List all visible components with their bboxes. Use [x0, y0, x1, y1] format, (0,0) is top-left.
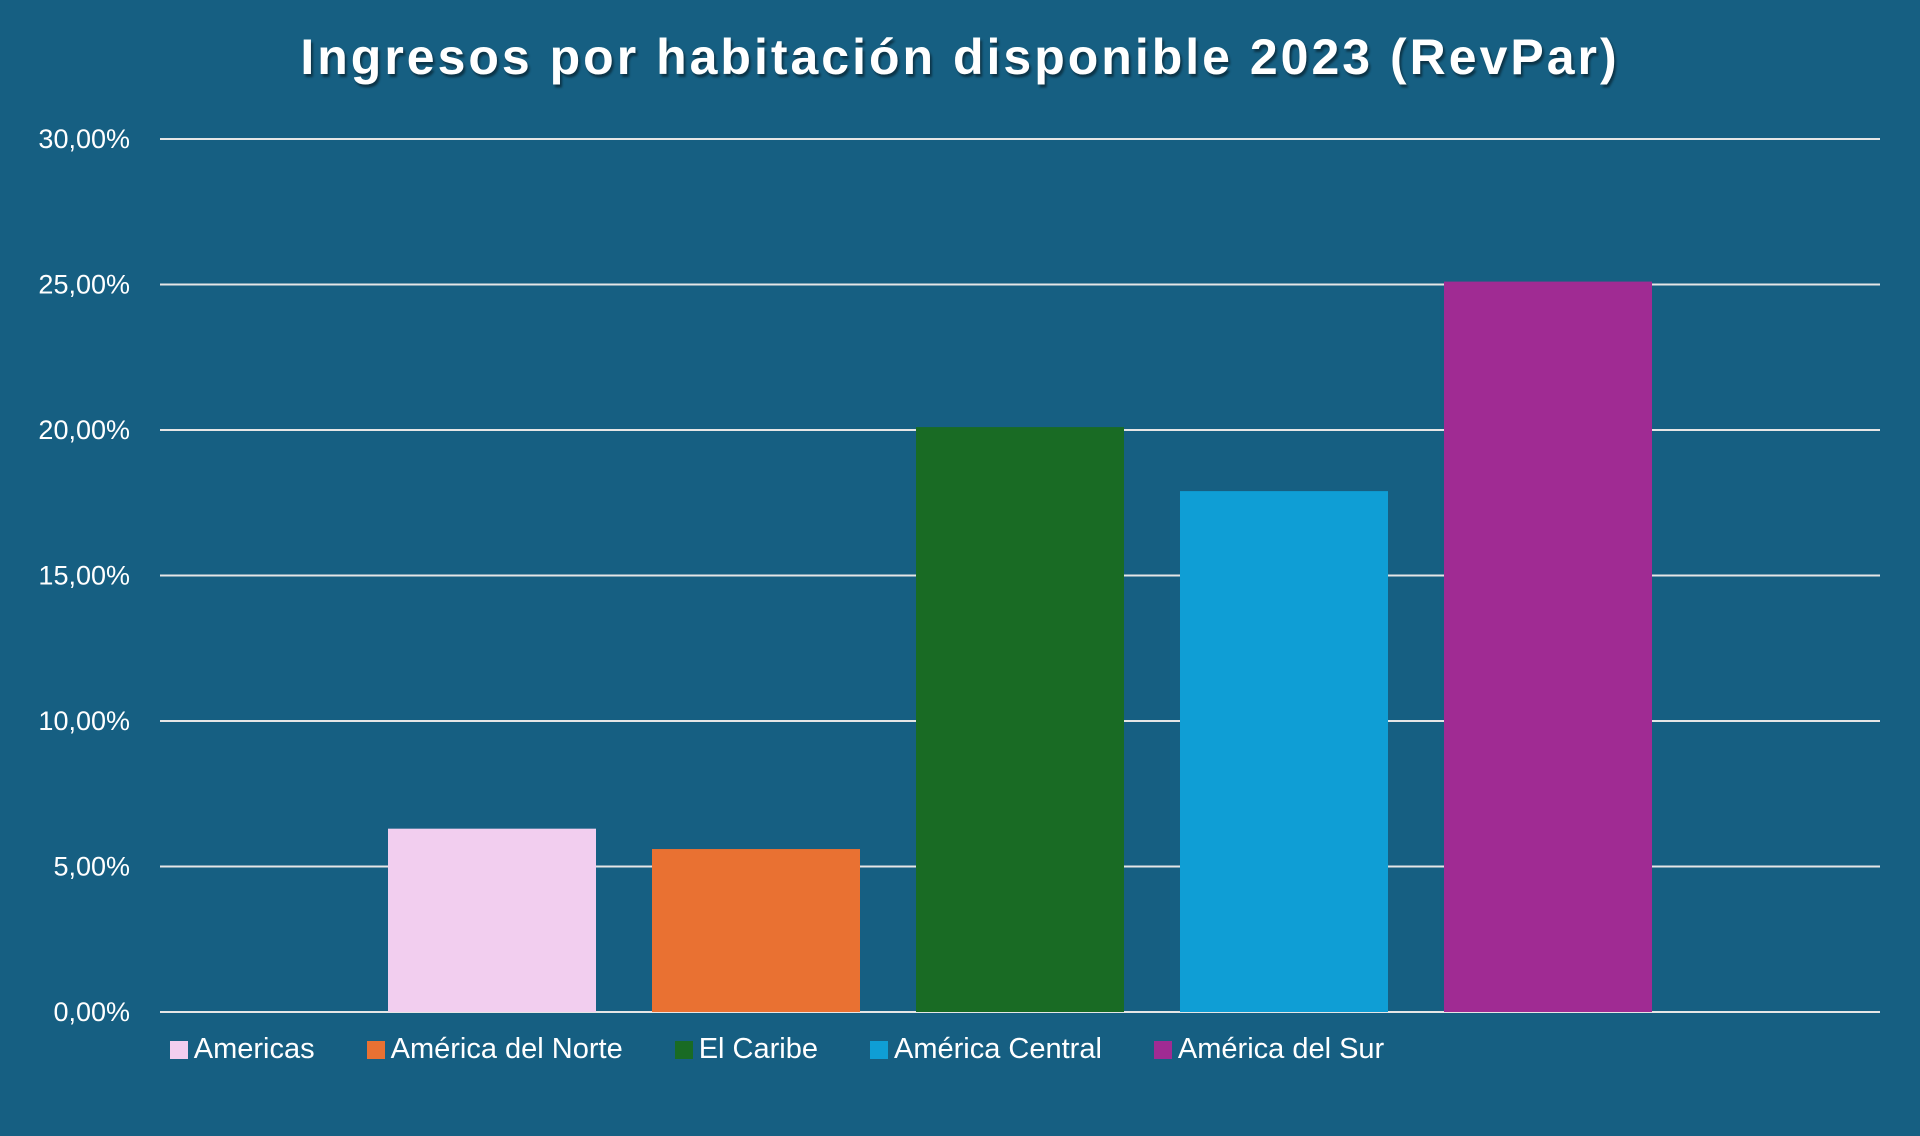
bar-america-central — [1180, 491, 1388, 1012]
y-tick-label: 20,00% — [38, 415, 130, 445]
legend-item: El Caribe — [674, 1033, 818, 1066]
legend-swatch — [674, 1040, 693, 1059]
y-tick-label: 0,00% — [53, 997, 130, 1027]
legend-swatch — [1153, 1040, 1172, 1059]
legend-label: América del Norte — [390, 1033, 623, 1065]
y-tick-label: 25,00% — [38, 270, 130, 300]
bar-americas — [388, 828, 596, 1012]
y-tick-label: 5,00% — [53, 852, 130, 882]
chart-title: Ingresos por habitación disponible 2023 … — [300, 29, 1620, 85]
legend-item: América del Sur — [1153, 1033, 1385, 1066]
legend-swatch — [169, 1040, 188, 1059]
y-axis-ticks: 0,00% 5,00% 10,00% 15,00% 20,00% 25,00% 30,00% — [38, 124, 130, 1027]
legend-label: América Central — [894, 1033, 1102, 1065]
legend-item: América del Norte — [366, 1033, 623, 1066]
legend-label: América del Sur — [1177, 1033, 1385, 1065]
bars — [388, 281, 1652, 1013]
legend-item: América Central — [870, 1033, 1102, 1066]
y-tick-label: 30,00% — [38, 124, 130, 154]
bar-america-del-norte — [652, 849, 860, 1012]
legend-swatch — [870, 1040, 888, 1059]
bar-america-del-sur — [1444, 281, 1652, 1013]
legend-label: Americas — [193, 1033, 315, 1065]
legend-label: El Caribe — [698, 1033, 818, 1065]
bar-el-caribe — [916, 427, 1124, 1013]
y-tick-label: 10,00% — [38, 706, 130, 736]
legend: Americas América del Norte El Caribe Améric… — [0, 1033, 1737, 1066]
y-tick-label: 15,00% — [38, 561, 130, 591]
legend-swatch — [366, 1040, 385, 1059]
legend-item: Americas — [169, 1033, 315, 1066]
